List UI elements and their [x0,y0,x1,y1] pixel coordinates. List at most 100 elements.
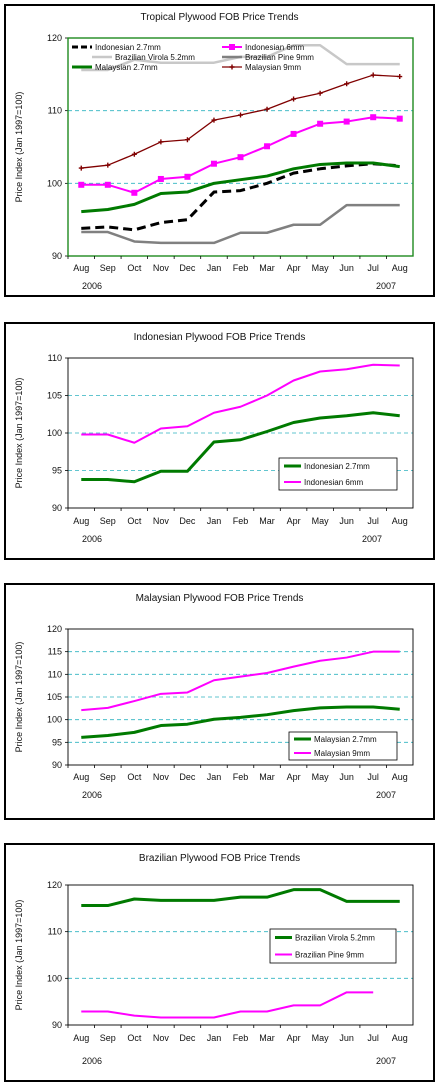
chart-panel-tropical: Tropical Plywood FOB Price Trends Price I… [4,4,435,297]
y-axis-label: Price Index (Jan 1997=100) [14,92,24,203]
x-tick-label: Aug [392,516,408,526]
x-tick-label: Jun [339,263,354,273]
plot-area [67,884,414,1026]
data-point-malaysian-9mm [317,90,323,96]
data-point-indonesian-6mm [237,154,244,161]
y-axis-label: Price Index (Jan 1997=100) [14,378,24,489]
x-tick-label: Jun [339,1033,354,1043]
data-point-indonesian-6mm [343,118,350,125]
data-point-indonesian-6mm [131,189,138,196]
chart-title: Tropical Plywood FOB Price Trends [140,12,298,23]
series-line-brazilian-virola-5-2mm [81,888,400,908]
data-point-malaysian-9mm [78,165,84,171]
y-tick-label: 95 [52,737,62,747]
plot-area [67,628,414,766]
year-label-end: 2007 [376,281,396,291]
x-tick-label: Aug [392,263,408,273]
x-tick-label: Apr [287,1033,301,1043]
x-tick-label: Jul [367,516,379,526]
data-point-indonesian-6mm [210,160,217,167]
y-tick-label: 100 [47,715,62,725]
data-point-malaysian-9mm [370,72,376,78]
x-tick-label: May [312,1033,330,1043]
y-tick-label: 100 [47,973,62,983]
legend-label-malaysian-2-7mm: Malaysian 2.7mm [95,63,158,72]
year-label-end: 2007 [376,1056,396,1066]
x-tick-label: Sep [100,1033,116,1043]
data-point-indonesian-6mm [184,173,191,180]
x-tick-label: Dec [179,772,196,782]
x-tick-label: Sep [100,516,116,526]
x-tick-label: Sep [100,772,116,782]
y-tick-label: 90 [52,1020,62,1030]
data-point-indonesian-6mm [290,130,297,137]
chart-malaysian: Malaysian Plywood FOB Price Trends Price … [14,593,414,800]
x-tick-label: Dec [179,516,196,526]
legend-marker [229,64,235,70]
data-point-indonesian-6mm [78,181,85,188]
legend-box [288,731,398,761]
year-label-start: 2006 [82,790,102,800]
x-tick-label: Nov [153,1033,170,1043]
plot-area [67,37,414,257]
series-line-indonesian-6mm [81,363,400,444]
x-tick-label: Sep [100,263,116,273]
data-point-malaysian-9mm [397,74,403,80]
legend-label-malaysian-9mm: Malaysian 9mm [245,63,301,72]
y-tick-label: 110 [48,927,62,937]
y-tick-label: 115 [48,647,62,657]
y-tick-label: 90 [52,760,62,770]
x-tick-label: May [312,772,330,782]
series-line-brazilian-pine-9mm [81,991,374,1019]
y-tick-label: 90 [52,503,62,513]
y-tick-label: 90 [52,251,62,261]
legend-label-brazilian-virola-5-2mm: Brazilian Virola 5.2mm [295,934,375,943]
legend-box [269,928,397,964]
y-tick-label: 110 [48,106,62,116]
x-tick-label: Jun [339,516,354,526]
x-tick-label: Apr [287,772,301,782]
y-tick-label: 100 [47,428,62,438]
chart-title: Malaysian Plywood FOB Price Trends [136,593,304,604]
series-line-brazilian-pine-9mm [81,203,400,245]
data-point-indonesian-6mm [157,175,164,182]
legend-label-indonesian-6mm: Indonesian 6mm [304,478,363,487]
data-point-malaysian-9mm [184,137,190,143]
series-line-malaysian-9mm [81,650,400,712]
data-point-indonesian-6mm [264,143,271,150]
x-tick-label: Feb [233,263,249,273]
x-tick-label: Nov [153,263,170,273]
x-tick-label: Dec [179,263,196,273]
legend-label-indonesian-2-7mm: Indonesian 2.7mm [95,43,161,52]
year-label-start: 2006 [82,1056,102,1066]
x-tick-label: Apr [287,516,301,526]
chart-panel-malaysian: Malaysian Plywood FOB Price Trends Price … [4,583,435,820]
data-point-malaysian-9mm [238,112,243,118]
data-point-malaysian-9mm [344,81,350,87]
x-tick-label: Nov [153,772,170,782]
x-tick-label: Jul [367,263,379,273]
x-tick-label: Oct [127,263,142,273]
x-tick-label: Nov [153,516,170,526]
x-tick-label: Aug [392,1033,408,1043]
x-tick-label: Jul [367,772,379,782]
legend-label-brazilian-virola-5-2mm: Brazilian Virola 5.2mm [115,53,195,62]
legend-label-malaysian-9mm: Malaysian 9mm [314,749,370,758]
series-line-malaysian-2-7mm [81,161,400,214]
x-tick-label: Oct [127,516,142,526]
data-point-malaysian-9mm [291,96,297,102]
x-tick-label: Aug [73,1033,89,1043]
x-tick-label: Jun [339,772,354,782]
chart-panel-indonesian: Indonesian Plywood FOB Price Trends Price… [4,322,435,560]
legend-label-indonesian-2-7mm: Indonesian 2.7mm [304,462,370,471]
data-point-indonesian-6mm [104,181,111,188]
y-tick-label: 120 [47,33,62,43]
x-tick-label: Oct [127,1033,142,1043]
data-point-indonesian-6mm [396,115,403,122]
x-tick-label: Aug [73,263,89,273]
legend-label-brazilian-pine-9mm: Brazilian Pine 9mm [295,951,364,960]
chart-indonesian: Indonesian Plywood FOB Price Trends Price… [14,332,414,544]
x-tick-label: Feb [233,772,249,782]
y-tick-label: 110 [48,669,62,679]
x-tick-label: Mar [259,1033,275,1043]
